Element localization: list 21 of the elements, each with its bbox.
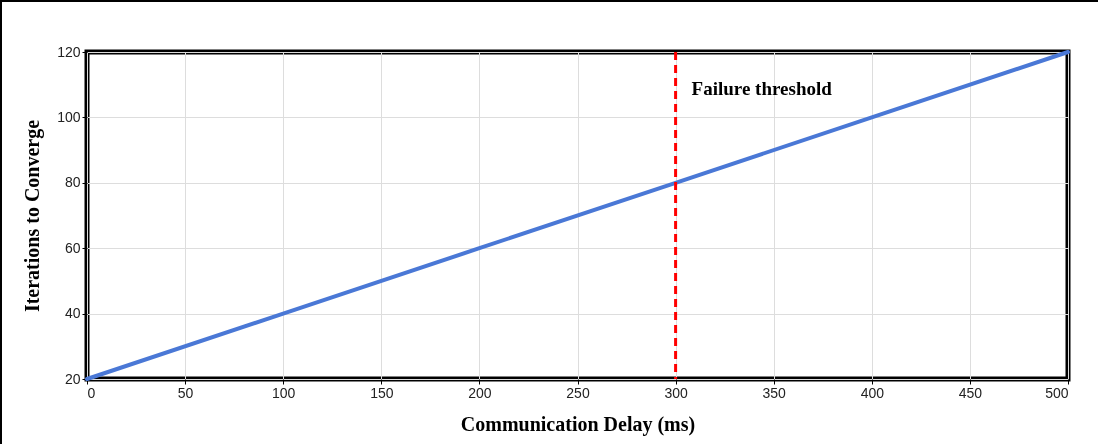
y-axis-title: Iterations to Converge [21,119,45,313]
y-tick-label: 20 [64,370,81,387]
x-tick-label: 50 [177,384,194,401]
ref-line-label: Failure threshold [691,78,833,99]
x-tick-label: 200 [468,384,492,401]
line-series [85,50,1070,381]
x-tick-label: 250 [566,384,590,401]
x-tick-label: 450 [958,384,983,401]
x-tick-label: 300 [664,384,688,401]
x-tick-label: 150 [370,384,394,401]
y-tick-label: 60 [64,239,81,256]
x-tick-label: 500 [1045,384,1069,401]
y-tick-label: 120 [57,43,81,60]
x-tick-label: 0 [87,384,96,401]
y-tick-label: 40 [64,305,81,322]
y-tick-label: 80 [64,174,81,191]
x-tick-label: 100 [272,384,296,401]
x-axis-title: Communication Delay (ms) [460,412,696,436]
x-tick-label: 400 [860,384,885,401]
x-tick-label: 350 [762,384,787,401]
y-tick-label: 100 [57,108,81,125]
